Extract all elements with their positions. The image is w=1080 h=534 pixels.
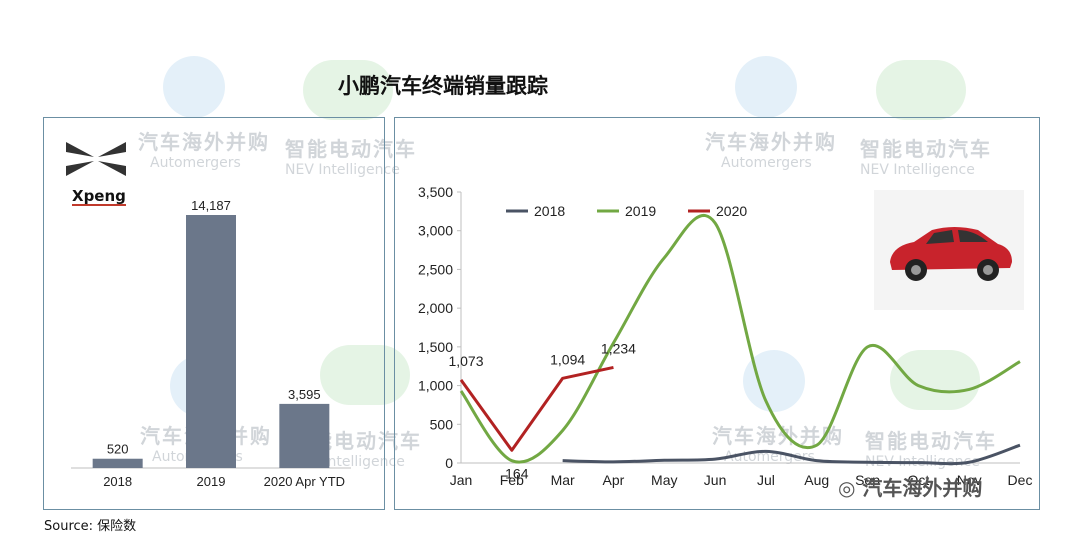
x-tick-label: Mar (551, 472, 575, 488)
legend-label-2019: 2019 (625, 203, 656, 219)
x-tick-label: 2019 (197, 474, 226, 489)
x-tick-label: 2018 (103, 474, 132, 489)
wechat-icon: ◎ (838, 476, 856, 500)
data-label: 1,234 (601, 340, 636, 356)
watermark-logo-bars (876, 60, 966, 120)
x-tick-label: Aug (804, 472, 829, 488)
y-tick-label: 0 (445, 455, 453, 471)
y-tick-label: 1,500 (418, 339, 453, 355)
bar (279, 403, 330, 468)
bar (92, 458, 143, 468)
car-photo (874, 190, 1024, 310)
legend-label-2018: 2018 (534, 203, 565, 219)
x-tick-label: May (651, 472, 677, 488)
series-line-2020 (459, 365, 614, 452)
x-tick-label: Apr (603, 472, 625, 488)
series-line-2018 (562, 443, 1021, 466)
x-tick-label: Feb (500, 472, 524, 488)
brand-name: Xpeng (72, 187, 126, 206)
watermark-logo-circle (163, 56, 225, 118)
monthly-sales-line-chart: 0 500 1,000 1,500 2,000 2,500 3,000 3,500 Jan Feb… (418, 184, 1033, 488)
y-tick-label: 2,500 (418, 261, 453, 277)
y-tick-label: 500 (430, 416, 454, 432)
data-label: 3,595 (288, 387, 321, 402)
x-tick-label: Jun (704, 472, 727, 488)
y-tick-label: 3,500 (418, 184, 453, 200)
data-label: 520 (107, 442, 129, 457)
x-tick-label: Jul (757, 472, 775, 488)
data-label: 1,073 (448, 353, 483, 369)
right-chart-panel (394, 117, 1040, 510)
watermark-logo-circle (735, 56, 797, 118)
page-title: 小鹏汽车终端销量跟踪 (338, 74, 548, 98)
legend-label-2020: 2020 (716, 203, 747, 219)
data-label: 164 (505, 465, 529, 481)
y-tick-label: 1,000 (418, 378, 453, 394)
series-line-2019 (459, 214, 1021, 464)
x-tick-label: Nov (957, 472, 982, 488)
left-chart-panel (43, 117, 385, 510)
x-tick-label: Sep (855, 472, 880, 488)
annual-sales-bar-chart: 520 2018 14,187 2019 3,595 2020 Apr YTD (71, 198, 351, 489)
x-tick-label: Jan (450, 472, 473, 488)
data-label: 14,187 (191, 198, 231, 213)
x-tick-label: Oct (907, 472, 929, 488)
y-tick-label: 2,000 (418, 300, 453, 316)
x-tick-label: Dec (1008, 472, 1033, 488)
y-tick-label: 3,000 (418, 223, 453, 239)
data-label: 1,094 (550, 351, 585, 367)
wechat-watermark: ◎ 汽车海外并购 (838, 476, 983, 500)
bar (186, 215, 236, 468)
x-tick-label: 2020 Apr YTD (264, 474, 345, 489)
source-note: Source: 保险数 (44, 519, 137, 534)
xpeng-logo-icon (66, 142, 126, 176)
